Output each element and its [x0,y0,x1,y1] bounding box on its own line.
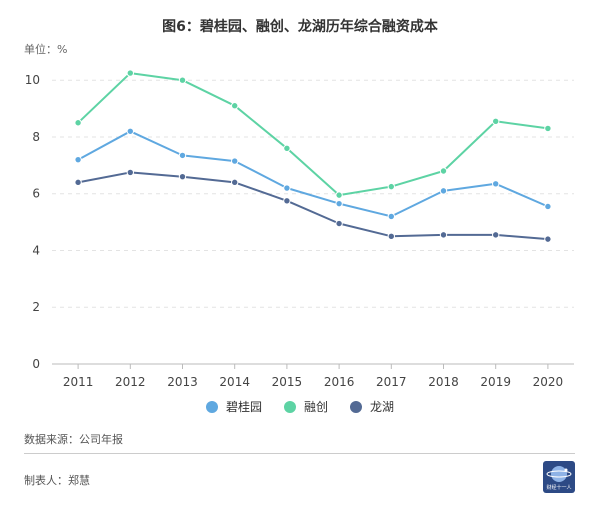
globe-icon [546,466,572,482]
x-tick-label: 2013 [167,375,198,389]
data-point [335,191,343,199]
y-tick-label: 2 [32,300,40,314]
legend-label: 融创 [303,400,328,414]
x-tick-label: 2017 [376,375,407,389]
data-point [335,219,343,228]
data-point [439,187,448,195]
x-tick-label: 2019 [480,375,511,389]
y-tick-label: 0 [32,357,40,371]
line-chart: 0 2 4 6 8 10 2011 2012 2013 2014 2015 2016 2017 2018 2… [25,69,574,389]
author-credit: 制表人：郑慧 [24,474,90,487]
data-point [126,69,135,77]
data-point [283,144,291,153]
publisher-logo: 财经十一人 [543,461,575,493]
legend-item[interactable]: 龙湖 [350,398,394,415]
legend-label: 碧桂园 [225,400,262,414]
legend-item[interactable]: 融创 [283,398,328,415]
x-tick-label: 2012 [115,375,146,389]
data-source: 数据来源：公司年报 [24,433,123,446]
x-tick-label: 2018 [428,375,459,389]
data-point [439,231,448,239]
data-point [492,180,500,188]
x-tick-label: 2020 [533,375,564,389]
data-point [283,197,291,205]
data-point [231,157,239,165]
y-tick-label: 8 [32,130,40,144]
series-line-1 [77,130,549,218]
y-tick-label: 6 [32,187,40,201]
data-point [231,102,239,110]
data-point [126,127,135,135]
data-point [544,235,552,243]
data-point [178,76,187,84]
unit-label: 单位：% [24,43,68,56]
legend-swatch [283,400,296,413]
data-point [387,232,395,240]
logo-label: 财经十一人 [546,485,572,491]
chart-legend: 碧桂园 融创 龙湖 [0,398,600,415]
data-point [74,119,82,127]
data-point [74,155,82,164]
series-line-2 [77,72,549,197]
x-tick-label: 2011 [63,375,94,389]
y-tick-label: 4 [32,243,40,257]
data-point [544,124,552,133]
x-tick-label: 2016 [324,375,355,389]
data-point [178,151,187,160]
data-point [283,184,291,192]
legend-swatch [350,400,362,413]
data-point [387,212,395,221]
data-point [492,231,500,239]
data-point [178,172,187,181]
data-point [335,199,343,208]
y-tick-label: 10 [25,73,40,87]
chart-title: 图6：碧桂园、融创、龙湖历年综合融资成本 [162,19,438,35]
footer-divider [24,453,575,454]
legend-swatch [205,400,218,413]
series-line-3 [77,171,548,241]
data-point [544,202,552,211]
data-point [74,178,82,187]
legend-label: 龙湖 [370,400,395,414]
x-tick-label: 2015 [272,375,303,389]
x-tick-label: 2014 [219,375,250,389]
data-point [492,117,500,126]
data-point [387,182,395,191]
data-point [231,178,239,187]
data-point [439,167,448,175]
legend-item[interactable]: 碧桂园 [205,398,262,415]
data-point [126,168,135,177]
